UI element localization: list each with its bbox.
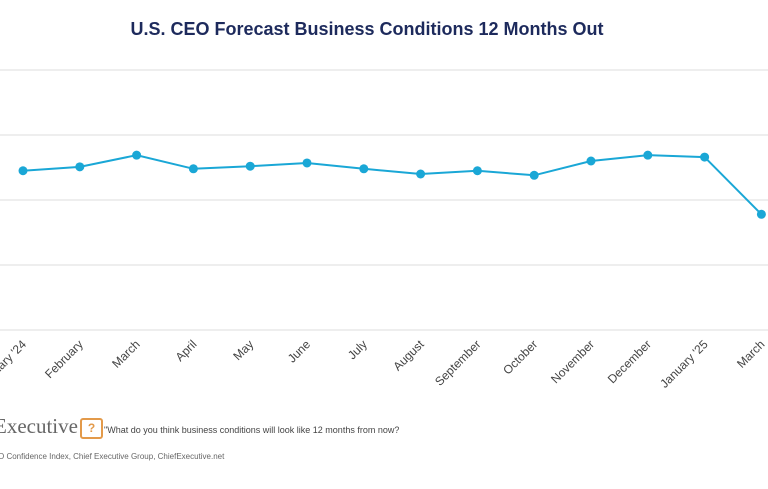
data-point [75,162,85,172]
x-tick-label: December [605,337,654,386]
x-tick-label: January '24 [0,337,29,391]
data-point [586,156,596,166]
x-tick-label: August [390,337,427,374]
data-point [359,164,369,174]
data-point [700,152,710,162]
x-tick-label: June [285,337,314,366]
x-tick-label: May [230,337,256,363]
x-tick-label: September [432,337,483,388]
x-tick-label: March [109,337,142,370]
x-tick-label: January '25 [657,337,711,391]
data-point [472,166,482,176]
x-tick-label: March [734,337,767,370]
source-note: O Confidence Index, Chief Executive Grou… [0,452,225,461]
data-point [756,209,766,219]
chief-executive-logo: Executive [0,414,78,438]
survey-question: "What do you think business conditions w… [104,425,400,435]
x-tick-label: July [345,337,370,362]
data-point [18,166,28,176]
data-point [416,169,426,179]
x-tick-label: February [42,337,86,381]
x-tick-label: October [500,337,540,377]
line-chart: January '24 February March April May June July… [0,69,768,391]
chart-title: U.S. CEO Forecast Business Conditions 12… [130,19,604,39]
data-point [245,161,255,171]
data-point [643,150,653,160]
x-tick-label: November [548,337,597,386]
data-point [529,170,539,180]
series-line [22,154,763,216]
x-tick-label: April [173,337,200,364]
speech-bubble-question-icon: ? [80,418,103,439]
data-point [132,150,142,160]
data-point [188,164,198,174]
data-point [302,158,312,168]
